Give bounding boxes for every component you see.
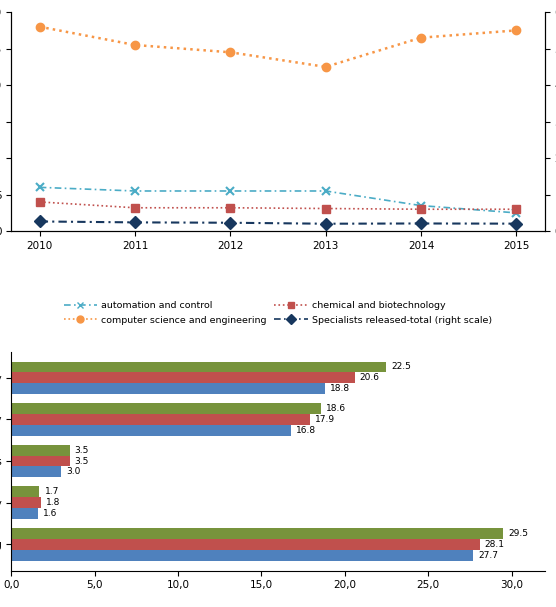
Bar — [11, 508, 38, 519]
Bar — [11, 425, 291, 436]
Text: 3.0: 3.0 — [66, 467, 81, 476]
Text: 16.8: 16.8 — [296, 426, 316, 435]
Bar — [11, 497, 41, 508]
Text: 18.8: 18.8 — [330, 384, 350, 393]
Text: 1.7: 1.7 — [44, 487, 59, 497]
Text: 3.5: 3.5 — [75, 446, 89, 455]
Text: 17.9: 17.9 — [315, 415, 335, 424]
Bar — [11, 539, 480, 550]
Bar — [11, 372, 355, 383]
Bar — [11, 362, 386, 372]
Text: 18.6: 18.6 — [326, 404, 346, 413]
Text: 1.6: 1.6 — [43, 509, 57, 518]
Legend: automation and control, computer science and engineering, chemical and biotechno: automation and control, computer science… — [60, 297, 496, 328]
Bar — [11, 445, 70, 456]
Bar — [11, 486, 39, 497]
Bar — [11, 528, 503, 539]
Text: 20.6: 20.6 — [360, 373, 380, 382]
Bar — [11, 456, 70, 467]
Bar — [11, 383, 325, 394]
Text: 28.1: 28.1 — [485, 540, 505, 549]
Bar — [11, 550, 473, 561]
Bar — [11, 403, 321, 414]
Text: 3.5: 3.5 — [75, 456, 89, 466]
Text: 22.5: 22.5 — [391, 362, 411, 371]
Text: 1.8: 1.8 — [46, 498, 61, 507]
Text: 27.7: 27.7 — [478, 551, 498, 560]
Bar — [11, 467, 61, 477]
Bar — [11, 414, 310, 425]
Text: 29.5: 29.5 — [508, 529, 528, 538]
